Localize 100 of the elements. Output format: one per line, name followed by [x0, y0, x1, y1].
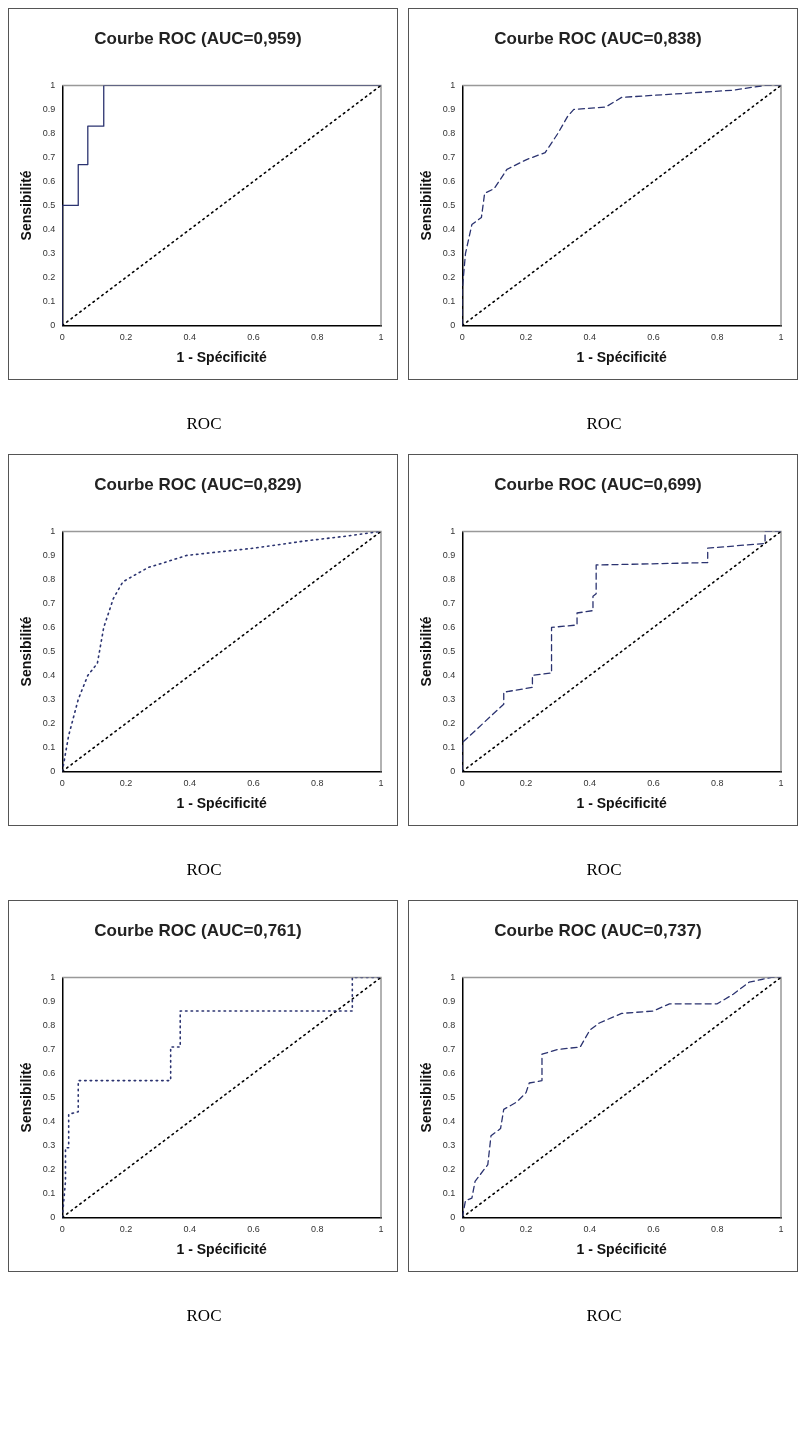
y-axis-title: Sensibilité: [18, 616, 35, 687]
y-tick-label: 1: [450, 525, 456, 536]
y-tick-label: 0.2: [442, 1163, 456, 1174]
y-tick-label: 0.3: [42, 693, 56, 704]
x-tick-label: 0.6: [247, 332, 260, 343]
y-tick-label: 0.3: [42, 247, 56, 258]
y-tick-label: 0: [50, 319, 56, 330]
y-tick-label: 0.9: [42, 103, 56, 114]
y-tick-label: 0.4: [442, 669, 456, 680]
y-tick-label: 0.3: [442, 693, 456, 704]
chart-title: Courbe ROC (AUC=0,737): [494, 920, 702, 940]
x-axis-title: 1 - Spécificité: [176, 795, 267, 812]
y-tick-label: 0.6: [42, 175, 56, 186]
y-tick-label: 0.8: [442, 1019, 456, 1030]
y-tick-label: 0.3: [42, 1139, 56, 1150]
y-tick-label: 0.2: [42, 1163, 56, 1174]
line-series: [462, 977, 781, 1218]
x-tick-label: 0.6: [647, 332, 660, 343]
y-tick-label: 0.5: [442, 645, 456, 656]
x-tick-label: 0.8: [311, 778, 324, 789]
y-tick-label: 0: [50, 1211, 56, 1222]
y-tick-label: 0.7: [42, 151, 56, 162]
y-tick-label: 0.9: [442, 103, 456, 114]
x-tick-label: 0.4: [183, 778, 197, 789]
x-tick-label: 1: [378, 778, 384, 789]
y-axis-title: Sensibilité: [418, 1062, 435, 1133]
y-tick-label: 0.1: [442, 295, 456, 306]
y-tick-label: 0.1: [42, 295, 56, 306]
text: ROC: [585, 414, 623, 434]
y-tick-label: 0.7: [442, 597, 456, 608]
line-series: [462, 531, 781, 772]
y-tick-label: 0: [50, 765, 56, 776]
y-axis-title: Sensibilité: [418, 616, 435, 687]
x-tick-label: 0.6: [647, 1224, 660, 1235]
x-tick-label: 0: [59, 778, 65, 789]
x-tick-label: 0.4: [183, 1224, 197, 1235]
x-axis-title: 1 - Spécificité: [576, 1241, 667, 1258]
y-tick-label: 0.8: [442, 127, 456, 138]
y-tick-label: 0.3: [442, 247, 456, 258]
x-tick-label: 0: [59, 332, 65, 343]
x-tick-label: 0.8: [711, 1224, 724, 1235]
y-tick-label: 0.1: [42, 741, 56, 752]
chart-title: Courbe ROC (AUC=0,699): [494, 474, 702, 494]
y-tick-label: 0.6: [442, 621, 456, 632]
y-tick-label: 0.2: [442, 271, 456, 282]
y-tick-label: 0.9: [442, 995, 456, 1006]
chart-title: Courbe ROC (AUC=0,829): [94, 474, 302, 494]
x-tick-label: 0: [459, 1224, 465, 1235]
y-tick-label: 1: [50, 971, 56, 982]
chart-title: Courbe ROC (AUC=0,761): [94, 920, 302, 940]
y-tick-label: 0.4: [442, 1115, 456, 1126]
y-tick-label: 0.1: [442, 1187, 456, 1198]
y-tick-label: 0.1: [42, 1187, 56, 1198]
x-tick-label: 0.2: [119, 1224, 133, 1235]
line-series: [62, 977, 381, 1218]
text: ROC: [585, 1306, 623, 1326]
x-axis-title: 1 - Spécificité: [176, 349, 267, 366]
x-tick-label: 0.8: [311, 332, 324, 343]
y-tick-label: 0.2: [42, 717, 56, 728]
x-tick-label: 0.8: [711, 778, 724, 789]
x-tick-label: 1: [778, 332, 784, 343]
y-axis-title: Sensibilité: [418, 170, 435, 241]
chart-title: Courbe ROC (AUC=0,838): [494, 28, 702, 48]
x-tick-label: 0.6: [647, 778, 660, 789]
x-tick-label: 0.6: [247, 1224, 260, 1235]
x-tick-label: 1: [778, 778, 784, 789]
y-tick-label: 0: [450, 319, 456, 330]
y-tick-label: 0.6: [442, 1067, 456, 1078]
x-tick-label: 0.4: [583, 1224, 597, 1235]
x-tick-label: 1: [378, 1224, 384, 1235]
y-tick-label: 1: [450, 79, 456, 90]
y-tick-label: 0.4: [442, 223, 456, 234]
y-tick-label: 0.4: [42, 669, 56, 680]
x-tick-label: 0.2: [119, 778, 133, 789]
y-tick-label: 0.4: [42, 223, 56, 234]
y-tick-label: 0.6: [442, 175, 456, 186]
x-tick-label: 0.8: [311, 1224, 324, 1235]
y-tick-label: 0.4: [42, 1115, 56, 1126]
x-tick-label: 0.4: [183, 332, 197, 343]
y-tick-label: 0.7: [42, 1043, 56, 1054]
x-axis-title: 1 - Spécificité: [576, 795, 667, 812]
text: ROC: [185, 860, 223, 880]
y-tick-label: 0.7: [442, 151, 456, 162]
y-tick-label: 0.2: [42, 271, 56, 282]
x-tick-label: 1: [778, 1224, 784, 1235]
y-tick-label: 0.5: [42, 1091, 56, 1102]
x-tick-label: 0.2: [119, 332, 133, 343]
y-tick-label: 1: [50, 79, 56, 90]
y-tick-label: 0.9: [42, 995, 56, 1006]
chart-title: Courbe ROC (AUC=0,959): [94, 28, 302, 48]
y-tick-label: 0.1: [442, 741, 456, 752]
x-axis-title: 1 - Spécificité: [176, 1241, 267, 1258]
y-tick-label: 0.8: [42, 127, 56, 138]
x-tick-label: 0.6: [247, 778, 260, 789]
x-tick-label: 0.2: [519, 1224, 533, 1235]
y-tick-label: 1: [50, 525, 56, 536]
line-series: [62, 531, 381, 772]
line-series: [462, 85, 781, 326]
y-tick-label: 0.3: [442, 1139, 456, 1150]
x-axis-title: 1 - Spécificité: [576, 349, 667, 366]
